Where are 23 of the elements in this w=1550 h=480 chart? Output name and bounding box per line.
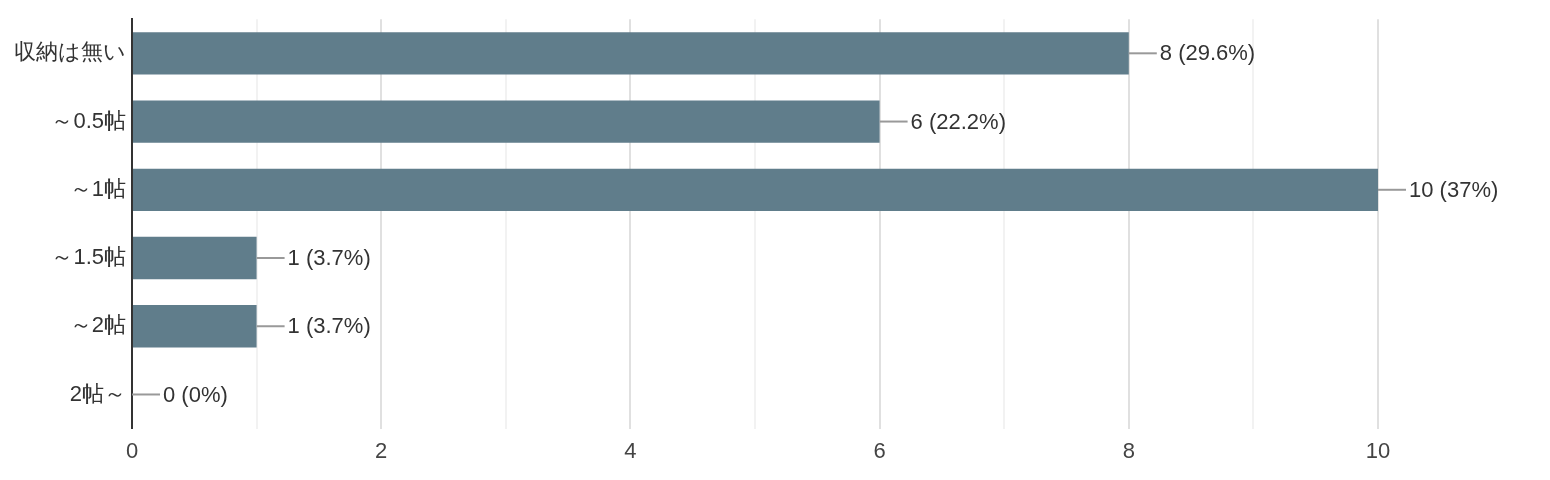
- x-tick-label: 6: [873, 437, 886, 463]
- bar: [133, 305, 257, 348]
- y-tick-label: ～2帖: [69, 312, 126, 338]
- y-tick-label: 2帖～: [69, 380, 126, 406]
- x-tick-label: 8: [1122, 437, 1135, 463]
- y-tick-label: ～1.5帖: [51, 244, 126, 270]
- y-tick-label: ～0.5帖: [51, 107, 126, 133]
- data-label: 10 (37%): [1409, 176, 1499, 202]
- bar: [133, 32, 1129, 75]
- y-tick-label: ～1帖: [69, 175, 126, 201]
- x-tick-label: 2: [375, 437, 388, 463]
- x-tick-label: 4: [624, 437, 637, 463]
- x-tick-label: 10: [1365, 437, 1391, 463]
- y-tick-label: 収納は無い: [14, 39, 126, 65]
- data-label: 1 (3.7%): [287, 245, 371, 271]
- data-label: 0 (0%): [163, 381, 228, 407]
- x-tick-label: 0: [125, 437, 139, 463]
- bar: [133, 168, 1378, 211]
- bar: [133, 100, 880, 143]
- data-label: 8 (29.6%): [1159, 40, 1256, 66]
- data-label: 1 (3.7%): [287, 313, 371, 339]
- data-label: 6 (22.2%): [910, 108, 1006, 134]
- bar: [133, 236, 257, 280]
